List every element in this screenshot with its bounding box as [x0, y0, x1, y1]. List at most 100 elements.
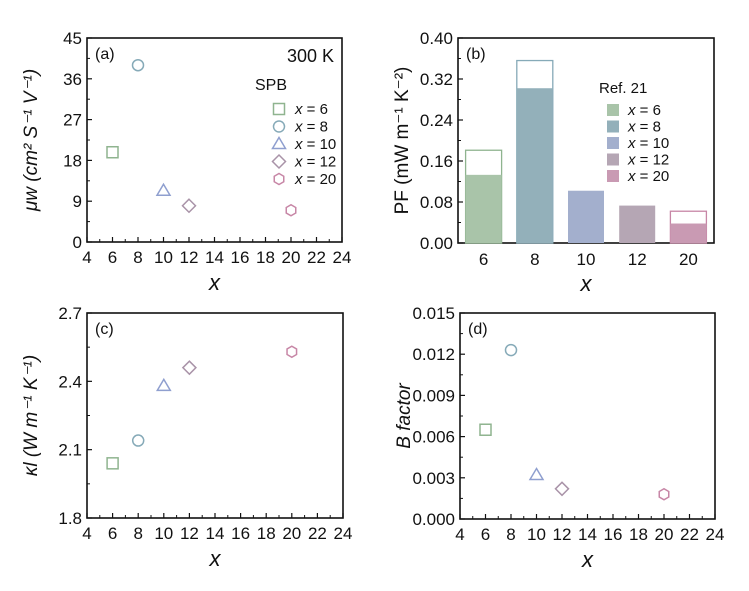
data-point-hexagon: [658, 487, 670, 501]
y-tick-label: 0.003: [412, 469, 455, 488]
legend-label: x = 10: [294, 136, 336, 153]
y-tick-label: 0.24: [420, 111, 453, 130]
legend-title: SPB: [255, 77, 287, 94]
data-point-triangle: [155, 182, 172, 197]
bar: [465, 174, 502, 243]
y-axis-label: κl (W m⁻¹ K⁻¹): [21, 355, 42, 476]
legend-swatch: [607, 153, 619, 166]
x-tick-label: 10: [527, 525, 546, 544]
panel-d: 0.000 0.003 0.006 0.009 0.012 0.015 B factor x (…: [394, 304, 724, 572]
y-axis-label: μw (cm² S⁻¹ V⁻¹): [21, 69, 42, 212]
legend-swatch: [607, 170, 619, 182]
x-tick-label: 22: [680, 525, 699, 544]
legend-label: x = 10: [627, 135, 669, 152]
x-tick-label: 14: [206, 524, 225, 543]
plot-frame: [459, 312, 716, 520]
x-tick-label: 10: [154, 248, 173, 267]
y-tick-label: 0.009: [412, 386, 455, 405]
y-axis-label: B factor: [394, 383, 415, 449]
legend-label: x = 8: [294, 119, 328, 136]
legend-marker-triangle: [271, 136, 287, 150]
data-point-hexagon: [285, 203, 297, 217]
x-tick-label: 18: [257, 524, 276, 543]
temperature-annotation: 300 K: [287, 46, 334, 66]
x-tick-label: 24: [334, 524, 353, 543]
legend-label: x = 12: [627, 152, 669, 169]
data-point-diamond: [181, 360, 197, 376]
y-axis-label: PF (mW m⁻¹ K⁻²): [392, 67, 413, 215]
y-tick-label: 0.00: [420, 234, 453, 253]
x-tick-label: 18: [256, 248, 275, 267]
panel-label: (b): [466, 46, 486, 63]
x-tick-label: 14: [205, 248, 224, 267]
y-tick-label: 0.012: [412, 345, 455, 364]
data-point-hexagon: [286, 345, 298, 359]
y-tick-label: 45: [63, 29, 82, 48]
plot-frame: [86, 312, 344, 519]
x-tick-label: 18: [629, 525, 648, 544]
x-tick-label: 12: [628, 250, 647, 269]
x-tick-label: 8: [133, 248, 142, 267]
data-point-circle: [131, 58, 145, 72]
y-tick-label: 0.015: [412, 304, 455, 323]
legend-swatch: [607, 137, 619, 149]
y-tick-label: 18: [63, 151, 82, 170]
legend-marker-diamond: [271, 153, 287, 170]
x-tick-label: 12: [553, 525, 572, 544]
y-tick-label: 2.4: [58, 372, 82, 391]
legend-swatch: [607, 120, 619, 133]
data-point-circle: [504, 343, 518, 357]
x-axis-label: x: [580, 271, 593, 296]
legend-label: x = 6: [627, 102, 661, 119]
data-point-circle: [131, 434, 145, 447]
data-point-diamond: [181, 198, 197, 214]
y-tick-label: 0.40: [420, 29, 453, 48]
bar: [619, 205, 656, 243]
bar: [516, 88, 553, 243]
x-tick-label: 12: [180, 248, 199, 267]
x-tick-label: 6: [108, 524, 117, 543]
legend-title: Ref. 21: [599, 80, 647, 97]
x-tick-label: 14: [578, 525, 597, 544]
x-tick-label: 12: [180, 524, 199, 543]
y-tick-label: 0.000: [412, 510, 455, 529]
x-tick-label: 8: [506, 525, 515, 544]
legend-label: x = 12: [294, 154, 336, 171]
data-point-square: [106, 457, 119, 470]
legend-label: x = 6: [294, 101, 328, 118]
data-point-triangle: [155, 377, 172, 392]
x-axis-label: x: [581, 547, 594, 572]
y-tick-label: 0.006: [412, 428, 455, 447]
x-tick-label: 4: [82, 524, 91, 543]
x-tick-label: 8: [530, 250, 539, 269]
y-tick-label: 0.08: [420, 193, 453, 212]
y-tick-label: 2.1: [58, 441, 82, 460]
x-tick-label: 6: [108, 248, 117, 267]
x-tick-label: 6: [481, 525, 490, 544]
x-tick-label: 10: [577, 250, 596, 269]
y-tick-label: 27: [63, 111, 82, 130]
x-axis-label: x: [209, 546, 222, 571]
legend-marker-square: [272, 102, 286, 116]
x-tick-label: 20: [282, 248, 301, 267]
bar: [670, 223, 707, 243]
legend-label: x = 8: [627, 119, 661, 136]
x-axis-label: x: [208, 270, 221, 295]
panel-label: (a): [95, 46, 115, 63]
x-tick-label: 24: [706, 525, 725, 544]
y-tick-label: 0: [73, 233, 82, 252]
legend-swatch: [607, 104, 619, 116]
x-tick-label: 22: [308, 524, 327, 543]
y-tick-label: 1.8: [58, 509, 82, 528]
y-tick-label: 9: [73, 192, 82, 211]
legend-marker-hexagon: [273, 172, 285, 186]
x-tick-label: 16: [231, 524, 250, 543]
bar: [568, 190, 604, 243]
panel-label: (d): [468, 321, 488, 338]
panel-b: 0.00 0.08 0.16 0.24 0.32 0.40 PF (mW m⁻¹ K⁻²) x…: [392, 29, 715, 296]
x-tick-label: 16: [231, 248, 250, 267]
data-point-square: [479, 423, 492, 436]
x-tick-label: 24: [333, 248, 352, 267]
